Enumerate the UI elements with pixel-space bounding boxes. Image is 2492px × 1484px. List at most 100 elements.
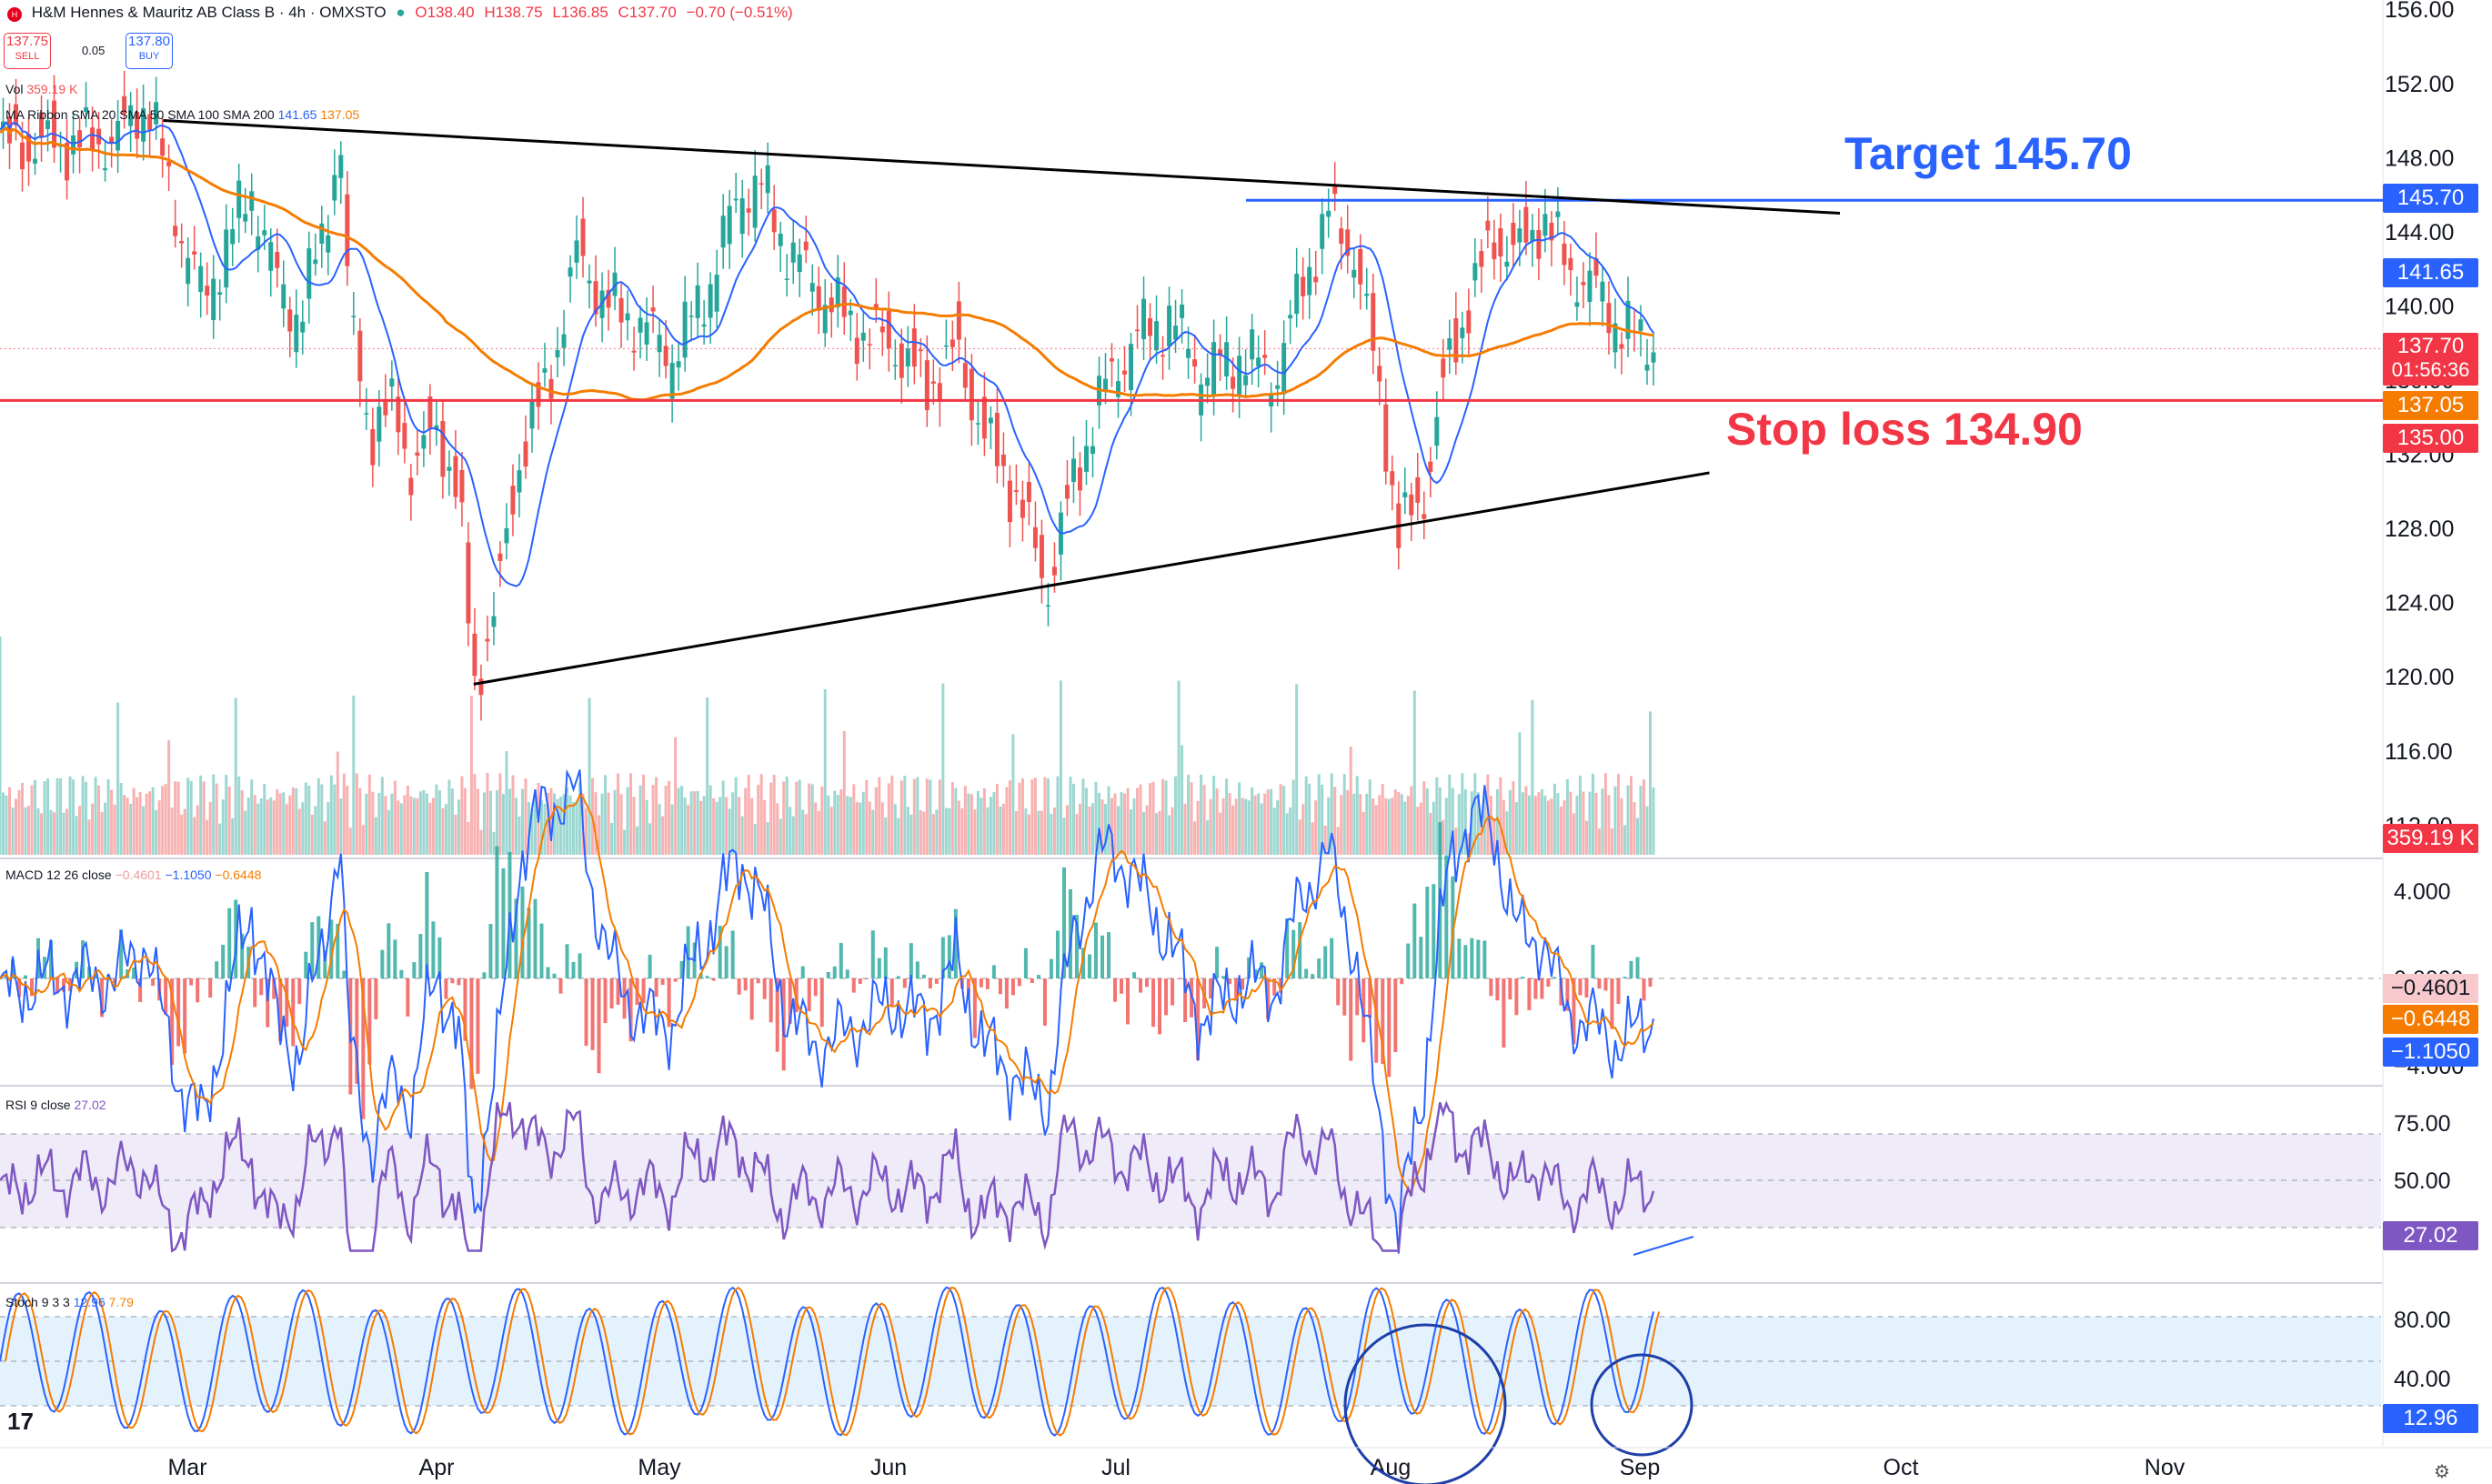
- volume-bar: [1251, 787, 1254, 855]
- macd-hist-bar: [527, 907, 531, 978]
- sell-button[interactable]: 137.75 SELL: [4, 33, 51, 69]
- candle-body: [1492, 242, 1497, 260]
- volume-tag: 359.19 K: [2383, 824, 2478, 853]
- stop-loss-annotation[interactable]: Stop loss 134.90: [1726, 404, 2083, 455]
- volume-bar: [791, 816, 795, 855]
- candle-body: [854, 337, 859, 365]
- candle-body: [459, 469, 465, 503]
- volume-bar: [880, 802, 884, 855]
- stoch-legend[interactable]: Stoch 9 3 3 12.96 7.79: [5, 1295, 134, 1309]
- candle-body: [230, 228, 236, 245]
- volume-bar: [380, 777, 384, 855]
- volume-bar: [1378, 795, 1382, 855]
- volume-bar: [954, 787, 958, 855]
- volume-bar: [1616, 774, 1620, 855]
- macd-hist-bar: [1183, 978, 1188, 1023]
- macd-hist-bar: [463, 978, 467, 1041]
- volume-bar: [193, 817, 196, 855]
- macd-legend-value-3: −0.6448: [215, 867, 262, 882]
- volume-bar: [180, 814, 184, 855]
- volume-bar: [795, 781, 799, 855]
- volume-bar: [5, 795, 8, 855]
- macd-hist-bar: [1387, 978, 1392, 1078]
- volume-bar: [1050, 814, 1053, 855]
- volume-bar: [1043, 777, 1047, 855]
- macd-hist-bar: [788, 978, 792, 1024]
- candle-body: [1613, 323, 1618, 353]
- volume-bar: [85, 781, 88, 855]
- macd-hist-bar: [552, 973, 557, 978]
- macd-hist-bar: [1279, 978, 1283, 993]
- volume-bar: [416, 797, 419, 855]
- macd-legend-label: MACD 12 26 close: [5, 867, 112, 882]
- candle-body: [529, 401, 535, 429]
- volume-bar: [1107, 786, 1110, 855]
- volume-bar: [244, 810, 247, 855]
- macd-hist-bar: [743, 978, 748, 991]
- candle-body: [103, 167, 108, 171]
- volume-bar: [49, 809, 53, 855]
- volume-bar: [598, 815, 601, 855]
- volume-bar: [585, 807, 588, 855]
- candle-body: [905, 348, 910, 367]
- volume-bar: [142, 806, 146, 855]
- candle-body: [1294, 274, 1300, 315]
- candle-body: [447, 466, 452, 471]
- volume-bar: [1110, 797, 1114, 855]
- candle-body: [434, 425, 439, 430]
- candle-body: [1542, 214, 1548, 236]
- volume-bar: [323, 821, 327, 855]
- volume-bar: [196, 805, 199, 855]
- volume-bar: [884, 817, 888, 855]
- volume-bar: [1075, 814, 1079, 855]
- buy-button[interactable]: 137.80 BUY: [126, 33, 173, 69]
- candle-body: [618, 297, 624, 323]
- volume-bar: [1563, 799, 1566, 855]
- candle-body: [1383, 404, 1389, 472]
- candle-body: [956, 301, 961, 340]
- macd-hist-bar: [393, 939, 397, 978]
- symbol-title[interactable]: H&M Hennes & Mauritz AB Class B · 4h · O…: [31, 4, 387, 21]
- price-axis-tick: 116.00: [2385, 739, 2453, 765]
- ma-ribbon-legend[interactable]: MA Ribbon SMA 20 SMA 50 SMA 100 SMA 200 …: [5, 107, 359, 122]
- volume-bar: [1136, 787, 1140, 855]
- symbol-header: H H&M Hennes & Mauritz AB Class B · 4h ·…: [7, 4, 799, 22]
- volume-bar: [327, 802, 330, 855]
- volume-bar: [718, 797, 722, 855]
- tradingview-logo-icon[interactable]: 17: [7, 1408, 34, 1435]
- volume-bar: [136, 797, 139, 855]
- target-annotation[interactable]: Target 145.70: [1844, 128, 2132, 179]
- volume-bar: [648, 823, 652, 855]
- candle-body: [116, 120, 121, 151]
- volume-bar: [636, 826, 639, 855]
- macd-legend[interactable]: MACD 12 26 close −0.4601 −1.1050 −0.6448: [5, 867, 261, 882]
- macd-hist-bar: [762, 978, 767, 999]
- macd-hist-bar: [1381, 978, 1385, 1065]
- macd-hist-bar: [469, 978, 474, 1089]
- settings-gear-icon[interactable]: ⚙: [2434, 1462, 2450, 1482]
- volume-bar: [1071, 783, 1075, 855]
- candle-body: [860, 332, 866, 341]
- stoch-circle-sep: [1590, 1353, 1693, 1457]
- candle-body: [1625, 300, 1631, 339]
- volume-legend[interactable]: Vol 359.19 K: [5, 82, 77, 96]
- volume-bar: [814, 802, 818, 855]
- volume-bar: [645, 799, 648, 855]
- candle-body: [593, 281, 598, 315]
- rsi-legend[interactable]: RSI 9 close 27.02: [5, 1098, 106, 1112]
- volume-bar: [348, 827, 352, 855]
- candle-body: [969, 368, 974, 421]
- candle-body: [1479, 251, 1484, 267]
- macd-hist-bar: [1476, 939, 1481, 978]
- volume-bar: [1645, 806, 1649, 855]
- volume-bar: [511, 775, 515, 855]
- stoch-d-line: [5, 1286, 1660, 1437]
- macd-hist-bar: [387, 923, 391, 978]
- volume-bar: [833, 790, 837, 855]
- candle-body: [478, 678, 484, 696]
- volume-bar: [437, 790, 441, 855]
- candle-body: [650, 307, 656, 312]
- candle-body: [71, 135, 76, 155]
- candle-body: [1581, 282, 1586, 286]
